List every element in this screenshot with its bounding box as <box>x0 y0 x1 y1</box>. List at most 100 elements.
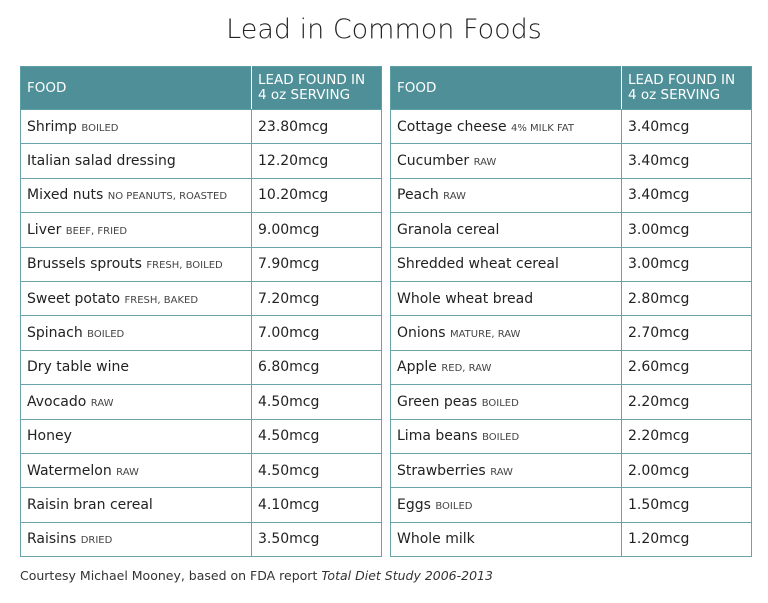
food-name: Shrimp <box>27 118 77 135</box>
food-row: Italian salad dressing 12.20mcg <box>20 143 382 179</box>
column-header: LEAD FOUND IN 4 oz SERVING <box>621 66 752 110</box>
lead-amount: 7.00mcg <box>251 315 382 351</box>
food-cell: Shredded wheat cereal <box>390 246 622 282</box>
footer-text: Courtesy Michael Mooney, based on FDA re… <box>20 568 318 583</box>
food-row: Shrimp BOILED 23.80mcg <box>20 108 382 145</box>
lead-amount: 2.80mcg <box>621 280 752 317</box>
lead-amount: 9.00mcg <box>251 212 382 248</box>
food-row: Liver BEEF, FRIED 9.00mcg <box>20 212 382 248</box>
food-qualifier: NO PEANUTS, ROASTED <box>107 191 228 203</box>
food-row: Peach RAW 3.40mcg <box>390 177 752 214</box>
column-header: LEAD FOUND IN 4 oz SERVING <box>251 66 382 110</box>
food-qualifier: MATURE, RAW <box>449 329 521 341</box>
food-cell: Strawberries RAW <box>390 452 622 489</box>
column-header: FOOD <box>20 66 252 110</box>
lead-amount: 3.50mcg <box>251 521 382 558</box>
food-qualifier: RED, RAW <box>441 363 492 375</box>
food-row: Cucumber RAW 3.40mcg <box>390 143 752 179</box>
food-row: Raisins DRIED 3.50mcg <box>20 521 382 558</box>
lead-amount: 4.50mcg <box>251 384 382 420</box>
food-cell: Lima beans BOILED <box>390 418 622 454</box>
food-cell: Honey <box>20 418 252 454</box>
food-qualifier: RAW <box>443 191 466 203</box>
footer: Courtesy Michael Mooney, based on FDA re… <box>20 568 493 583</box>
food-qualifier: 4% MILK FAT <box>511 122 574 134</box>
lead-amount: 3.40mcg <box>621 143 752 179</box>
food-name: Shredded wheat cereal <box>397 256 559 273</box>
food-cell: Avocado RAW <box>20 384 252 420</box>
food-cell: Brussels sprouts FRESH, BOILED <box>20 246 252 282</box>
lead-amount: 4.50mcg <box>251 418 382 454</box>
food-row: Granola cereal 3.00mcg <box>390 212 752 248</box>
food-name: Whole wheat bread <box>397 290 534 307</box>
food-name: Avocado <box>27 393 87 410</box>
food-qualifier: BOILED <box>81 122 119 134</box>
food-name: Spinach <box>27 325 83 342</box>
food-cell: Sweet potato FRESH, BAKED <box>20 280 252 317</box>
food-name: Strawberries <box>397 462 486 479</box>
food-name: Cucumber <box>397 153 470 170</box>
food-qualifier: RAW <box>490 466 513 478</box>
title: Lead in Common Foods <box>226 14 542 45</box>
food-name: Raisins <box>27 531 77 548</box>
food-qualifier: RAW <box>473 157 497 169</box>
food-name: Honey <box>27 428 72 445</box>
food-row: Raisin bran cereal 4.10mcg <box>20 487 382 523</box>
header-row: FOOD LEAD FOUND IN 4 oz SERVING <box>20 66 382 110</box>
food-qualifier: BOILED <box>435 500 473 512</box>
food-cell: Watermelon RAW <box>20 452 252 489</box>
lead-amount: 2.20mcg <box>621 418 752 454</box>
lead-amount: 6.80mcg <box>251 349 382 386</box>
food-row: Avocado RAW 4.50mcg <box>20 384 382 420</box>
food-row: Whole milk 1.20mcg <box>390 521 752 558</box>
food-table: FOOD LEAD FOUND IN 4 oz SERVING Shrimp BOI… <box>20 66 382 558</box>
food-row: Watermelon RAW 4.50mcg <box>20 452 382 489</box>
lead-amount: 3.40mcg <box>621 177 752 214</box>
food-qualifier: RAW <box>116 466 139 478</box>
column-header: FOOD <box>390 66 622 110</box>
food-cell: Whole milk <box>390 521 622 558</box>
food-qualifier: DRIED <box>80 535 113 547</box>
food-name: Raisin bran cereal <box>27 496 153 513</box>
lead-amount: 7.90mcg <box>251 246 382 282</box>
food-qualifier: RAW <box>90 397 114 409</box>
food-row: Cottage cheese 4% MILK FAT 3.40mcg <box>390 108 752 145</box>
food-cell: Raisin bran cereal <box>20 487 252 523</box>
food-name: Sweet potato <box>27 290 121 307</box>
food-name: Peach <box>397 187 439 204</box>
food-qualifier: BEEF, FRIED <box>65 225 128 237</box>
food-cell: Eggs BOILED <box>390 487 622 523</box>
food-qualifier: BOILED <box>481 397 519 409</box>
food-row: Whole wheat bread 2.80mcg <box>390 280 752 317</box>
food-cell: Cucumber RAW <box>390 143 622 179</box>
food-row: Brussels sprouts FRESH, BOILED 7.90mcg <box>20 246 382 282</box>
food-cell: Onions MATURE, RAW <box>390 315 622 351</box>
lead-amount: 4.50mcg <box>251 452 382 489</box>
food-cell: Dry table wine <box>20 349 252 386</box>
food-name: Apple <box>397 359 437 376</box>
food-name: Mixed nuts <box>27 187 104 204</box>
food-row: Strawberries RAW 2.00mcg <box>390 452 752 489</box>
food-cell: Peach RAW <box>390 177 622 214</box>
lead-amount: 23.80mcg <box>251 108 382 145</box>
food-cell: Spinach BOILED <box>20 315 252 351</box>
food-name: Liver <box>27 221 62 238</box>
food-row: Spinach BOILED 7.00mcg <box>20 315 382 351</box>
food-name: Watermelon <box>27 462 112 479</box>
food-name: Green peas <box>397 393 478 410</box>
footer-source: Total Diet Study 2006-2013 <box>321 568 493 583</box>
food-cell: Raisins DRIED <box>20 521 252 558</box>
food-name: Onions <box>397 325 446 342</box>
lead-amount: 3.00mcg <box>621 212 752 248</box>
food-cell: Granola cereal <box>390 212 622 248</box>
lead-amount: 3.40mcg <box>621 108 752 145</box>
food-cell: Liver BEEF, FRIED <box>20 212 252 248</box>
food-name: Granola cereal <box>397 221 500 238</box>
food-name: Eggs <box>397 496 431 513</box>
food-row: Lima beans BOILED 2.20mcg <box>390 418 752 454</box>
food-name: Dry table wine <box>27 359 130 376</box>
food-cell: Green peas BOILED <box>390 384 622 420</box>
food-qualifier: FRESH, BAKED <box>124 294 199 306</box>
food-row: Sweet potato FRESH, BAKED 7.20mcg <box>20 280 382 317</box>
